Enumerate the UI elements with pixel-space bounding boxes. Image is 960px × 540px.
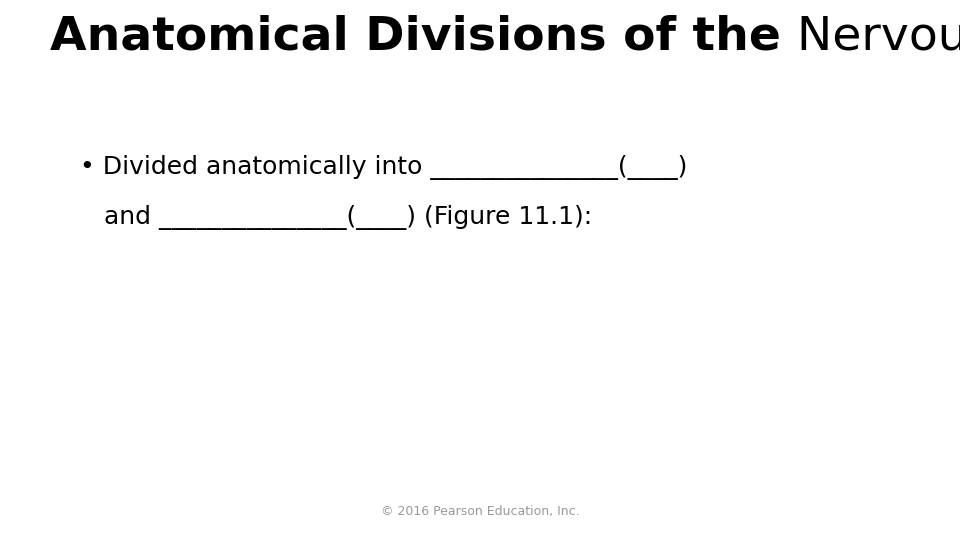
Text: • Divided anatomically into _______________(____): • Divided anatomically into ____________… — [80, 155, 687, 180]
Text: and _______________(____) (Figure 11.1):: and _______________(____) (Figure 11.1): — [80, 205, 592, 230]
Text: Nervous System: Nervous System — [798, 15, 960, 60]
Text: Anatomical Divisions of the: Anatomical Divisions of the — [50, 15, 798, 60]
Text: © 2016 Pearson Education, Inc.: © 2016 Pearson Education, Inc. — [381, 505, 579, 518]
